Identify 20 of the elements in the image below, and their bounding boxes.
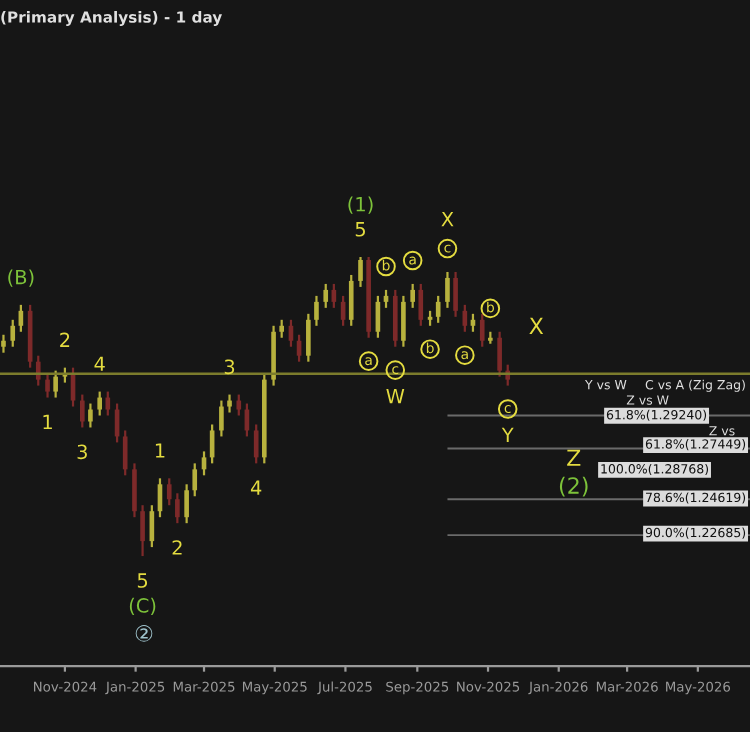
annotation: 3 [224,359,235,375]
annotation: (2) [559,476,588,497]
annotation: (B) [8,269,34,287]
annotation: 1 [155,443,165,458]
annotation: 3 [77,444,87,460]
annotation: 2 [172,540,182,555]
annotation: 4 [250,480,262,495]
annotation: 4 [94,356,105,371]
annotation: 5 [137,573,148,588]
annotation: 5 [355,222,365,237]
annotation: Y [501,427,514,443]
annotation: (1) [348,196,373,214]
annotation: Z [567,449,581,466]
annotation: 1 [43,414,52,430]
annotation: W [386,388,405,404]
annotation: X [441,212,454,227]
text: ② [135,625,153,642]
annotation: 2 [60,332,70,347]
annotation: X [529,317,544,335]
annotation: (C) [129,597,156,616]
